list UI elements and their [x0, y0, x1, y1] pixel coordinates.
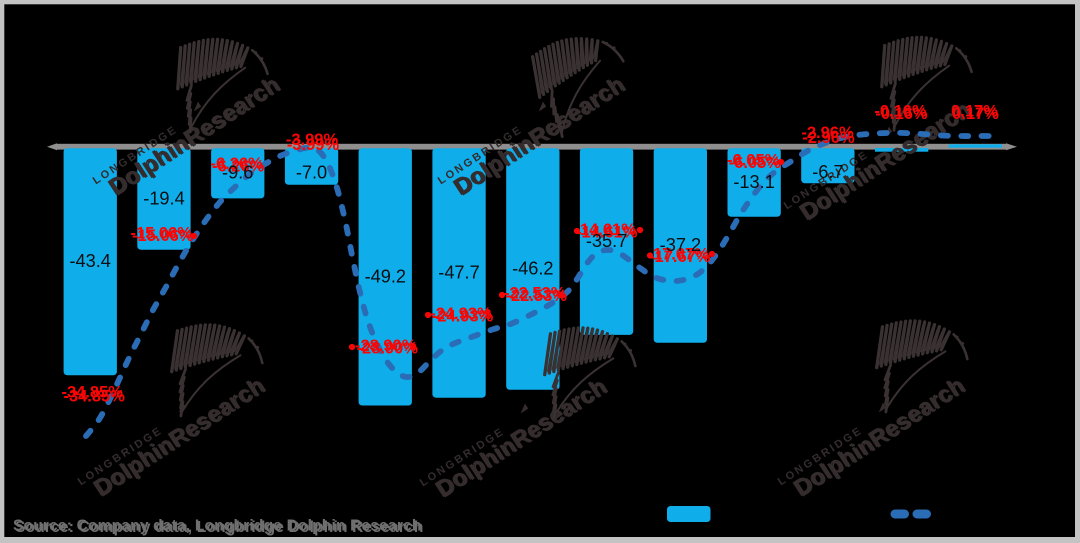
svg-text:-13.1: -13.1 — [733, 172, 774, 192]
svg-text:-15.06%: -15.06% — [130, 224, 192, 242]
svg-text:-6.05%: -6.05% — [727, 152, 780, 170]
svg-text:-34.85%: -34.85% — [61, 383, 123, 401]
svg-text:-6.26%: -6.26% — [212, 158, 265, 176]
svg-text:-3.99%: -3.99% — [286, 131, 339, 149]
svg-text:-24.93%: -24.93% — [432, 308, 494, 326]
svg-text:-19.4: -19.4 — [143, 188, 184, 208]
svg-text:-37.2: -37.2 — [660, 235, 701, 255]
svg-text:-46.2: -46.2 — [512, 258, 553, 278]
svg-text:-49.2: -49.2 — [365, 266, 406, 286]
svg-text:-0.16%: -0.16% — [875, 105, 928, 123]
svg-text:-22.53%: -22.53% — [504, 285, 566, 303]
svg-text:-6.7: -6.7 — [812, 162, 843, 182]
svg-text:-6.26%: -6.26% — [210, 155, 263, 173]
svg-text:-28.90%: -28.90% — [357, 340, 419, 358]
svg-text:-43.4: -43.4 — [69, 251, 110, 271]
svg-text:-14.61%: -14.61% — [574, 221, 636, 239]
svg-text:-24.93%: -24.93% — [430, 305, 492, 323]
svg-text:-2.96%: -2.96% — [801, 124, 854, 142]
svg-text:-47.7: -47.7 — [438, 262, 479, 282]
svg-text:-22.53%: -22.53% — [506, 287, 568, 305]
svg-text:Source: Company data, Longbrid: Source: Company data, Longbridge Dolphin… — [13, 518, 422, 535]
svg-text:-7.0: -7.0 — [296, 163, 327, 183]
svg-text:-2.96%: -2.96% — [802, 129, 855, 147]
svg-text:-9.6: -9.6 — [222, 163, 253, 183]
svg-text:-3.99%: -3.99% — [287, 136, 340, 154]
svg-text:0.17%: 0.17% — [952, 105, 999, 123]
svg-text:-35.7: -35.7 — [586, 231, 627, 251]
svg-text:-17.67%: -17.67% — [649, 248, 711, 266]
svg-text:-0.16%: -0.16% — [874, 102, 927, 120]
svg-text:Source: Company data, Longbrid: Source: Company data, Longbridge Dolphin… — [15, 519, 424, 536]
svg-text:-6.05%: -6.05% — [729, 154, 782, 172]
svg-text:0.17%: 0.17% — [951, 102, 998, 120]
svg-text:-14.61%: -14.61% — [576, 224, 638, 242]
svg-text:-34.85%: -34.85% — [63, 387, 125, 405]
svg-text:-15.06%: -15.06% — [132, 227, 194, 245]
svg-text:-28.90%: -28.90% — [355, 337, 417, 355]
svg-text:-17.67%: -17.67% — [647, 245, 709, 263]
